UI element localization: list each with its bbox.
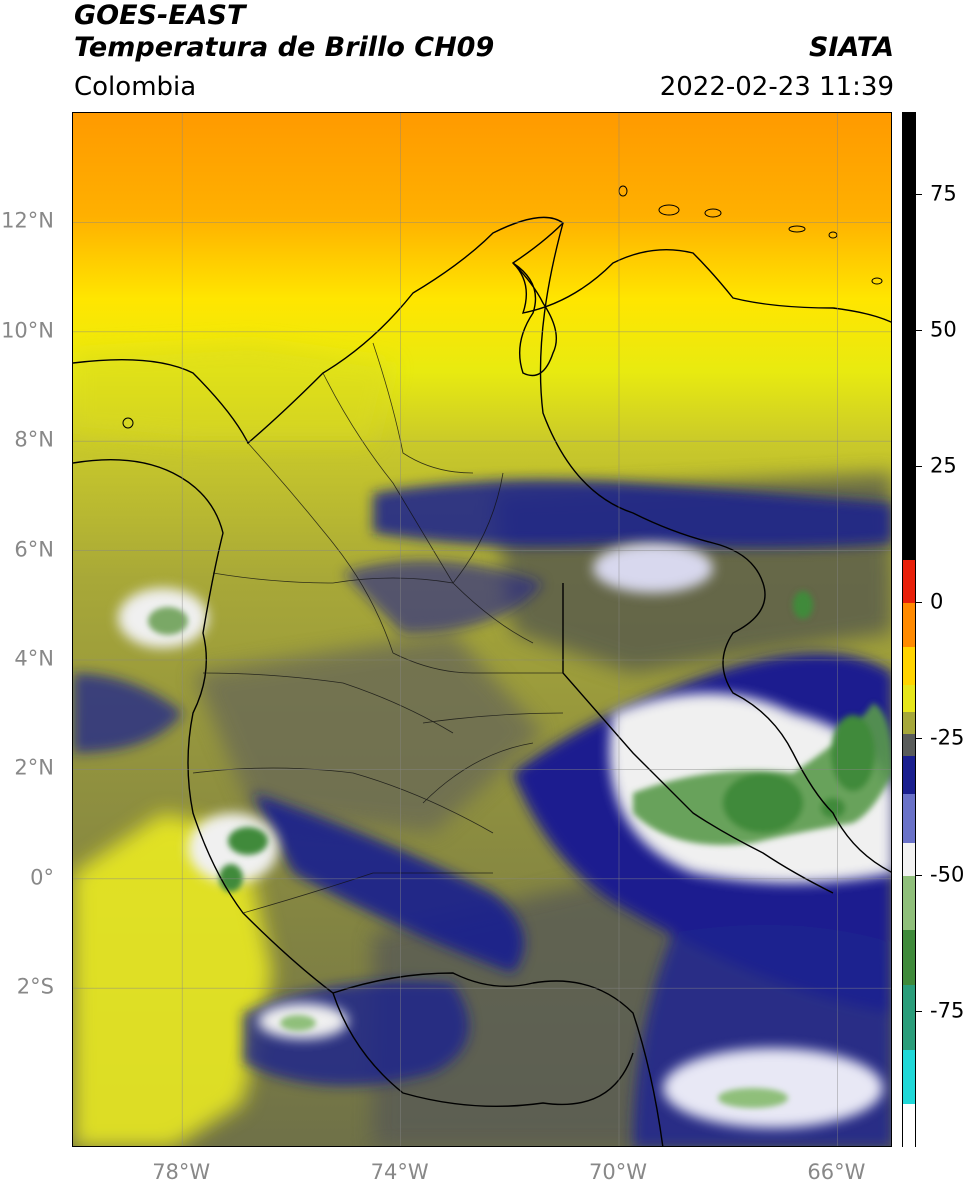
colorbar-tick-label: -50 <box>930 862 965 887</box>
satellite-title: GOES-EAST <box>74 0 246 31</box>
colorbar-tick <box>916 329 922 331</box>
colorbar-tick-label: 0 <box>930 589 944 614</box>
lon-tick-label: 78°W <box>152 1160 211 1184</box>
colorbar-segment <box>903 559 915 604</box>
lat-tick-label: 0° <box>30 865 54 890</box>
satellite-map <box>72 112 892 1147</box>
clear-sky-region <box>73 343 393 1146</box>
region-label: Colombia <box>74 72 197 102</box>
very-cold-tops <box>148 591 891 1108</box>
graticule <box>73 113 891 1146</box>
lat-tick-label: 8°N <box>14 427 54 452</box>
lat-tick-label: 4°N <box>14 646 54 671</box>
lat-tick-label: 6°N <box>14 537 54 562</box>
colorbar-segment <box>903 755 915 794</box>
colorbar-tick <box>916 193 922 195</box>
colorbar-tick <box>916 602 922 604</box>
colorbar-segment <box>903 1104 915 1148</box>
lat-tick-label: 2°S <box>16 974 54 999</box>
colorbar-segment <box>903 113 915 560</box>
colorbar-segment <box>903 646 915 685</box>
colorbar-segment <box>903 930 915 985</box>
lat-tick-label: 10°N <box>1 318 54 343</box>
colorbar-segment <box>903 984 915 1050</box>
colorbar-segment <box>903 793 915 843</box>
lat-tick-label: 12°N <box>1 208 54 233</box>
colorbar-tick-label: -25 <box>930 725 965 750</box>
source-label: SIATA <box>808 32 894 63</box>
colorbar-segment <box>903 684 915 713</box>
colorbar-segment <box>903 842 915 876</box>
colorbar-tick-label: 75 <box>930 181 957 206</box>
colorbar-tick-label: 50 <box>930 317 957 342</box>
department-borders <box>192 342 564 914</box>
lon-tick-label: 66°W <box>807 1160 866 1184</box>
colorbar-tick-label: 25 <box>930 453 957 478</box>
lon-tick-label: 70°W <box>589 1160 647 1184</box>
product-title: Temperatura de Brillo CH09 <box>74 32 495 63</box>
colorbar-tick-label: -75 <box>930 998 965 1023</box>
datetime-label: 2022-02-23 11:39 <box>659 72 894 102</box>
colorbar-segment <box>903 734 915 756</box>
lat-tick-label: 2°N <box>14 755 54 780</box>
colorbar-segment <box>903 603 915 647</box>
colorbar-tick <box>916 466 922 468</box>
colorbar-tick <box>916 738 922 740</box>
colorbar-segment <box>903 875 915 931</box>
colorbar-segment <box>903 1049 915 1105</box>
lon-tick-label: 74°W <box>370 1160 429 1184</box>
colorbar <box>902 112 916 1148</box>
colorbar-tick <box>916 1010 922 1012</box>
colorbar-tick <box>916 874 922 876</box>
colorbar-segment <box>903 712 915 734</box>
island-outlines <box>122 185 883 429</box>
